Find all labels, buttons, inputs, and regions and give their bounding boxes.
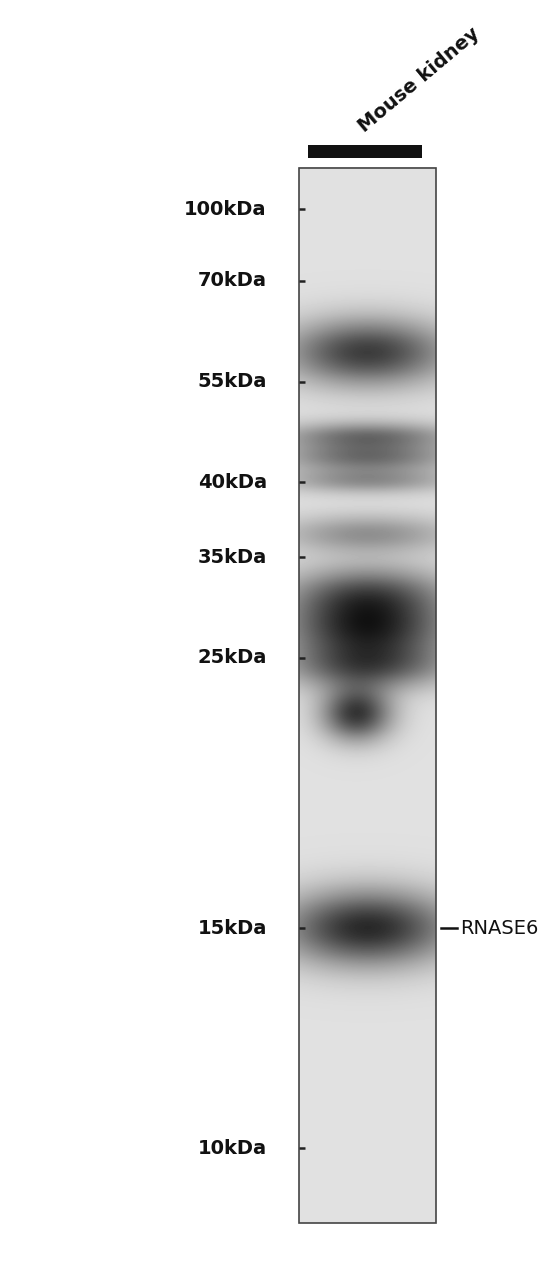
Bar bbox=[300, 168, 435, 1224]
Bar bbox=[307, 146, 422, 157]
Text: RNASE6: RNASE6 bbox=[460, 919, 538, 938]
Text: 70kDa: 70kDa bbox=[198, 271, 267, 291]
Text: Mouse kidney: Mouse kidney bbox=[355, 24, 484, 137]
Text: 55kDa: 55kDa bbox=[197, 372, 267, 390]
Text: 35kDa: 35kDa bbox=[197, 548, 267, 567]
Text: 100kDa: 100kDa bbox=[184, 200, 267, 219]
Text: 40kDa: 40kDa bbox=[197, 472, 267, 492]
Text: 15kDa: 15kDa bbox=[197, 919, 267, 938]
Text: 10kDa: 10kDa bbox=[197, 1138, 267, 1157]
Text: 25kDa: 25kDa bbox=[197, 649, 267, 667]
